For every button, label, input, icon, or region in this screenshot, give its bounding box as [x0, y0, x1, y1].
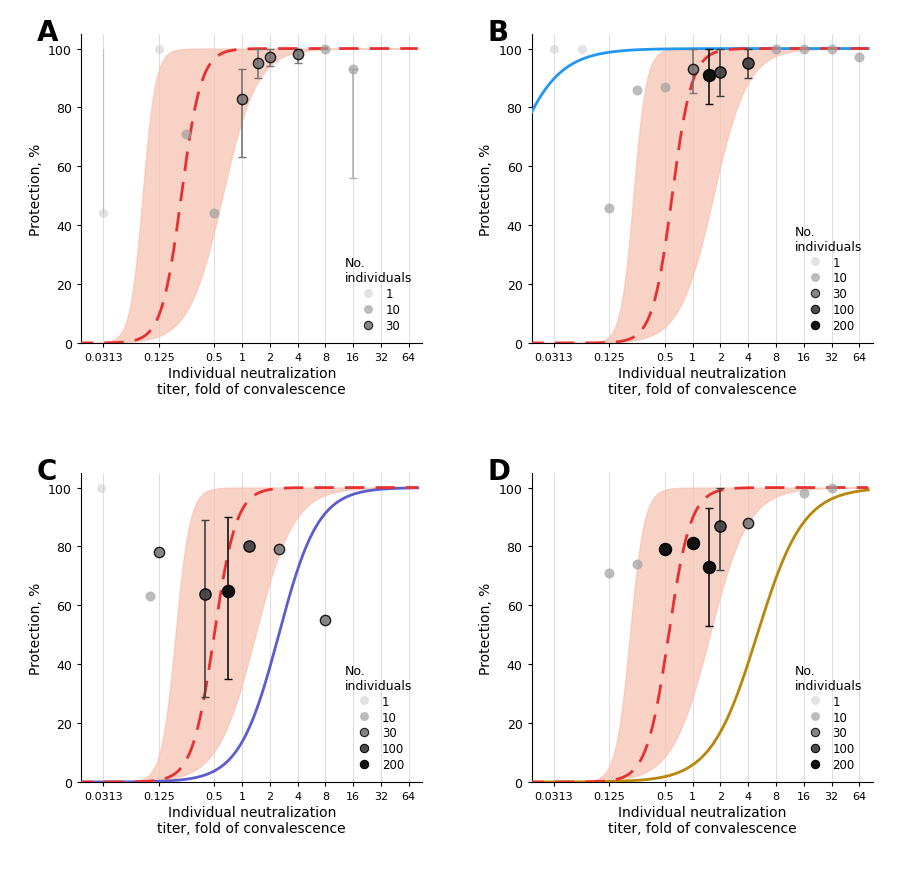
Point — [713, 66, 727, 80]
Legend: 1, 10, 30: 1, 10, 30 — [339, 253, 417, 338]
Point — [602, 567, 616, 580]
Point — [741, 516, 755, 530]
Point — [824, 43, 839, 56]
Point — [686, 63, 700, 77]
Point — [630, 558, 644, 572]
Text: A: A — [37, 19, 58, 47]
Point — [796, 43, 811, 56]
Legend: 1, 10, 30, 100, 200: 1, 10, 30, 100, 200 — [339, 660, 417, 776]
Point — [207, 207, 221, 221]
Point — [686, 537, 700, 551]
Point — [769, 43, 783, 56]
Y-axis label: Protection, %: Protection, % — [479, 143, 493, 235]
Point — [220, 584, 235, 598]
Point — [658, 543, 672, 557]
Point — [796, 487, 811, 501]
Y-axis label: Protection, %: Protection, % — [29, 143, 42, 235]
Point — [546, 43, 561, 56]
Text: B: B — [487, 19, 508, 47]
X-axis label: Individual neutralization
titer, fold of convalescence: Individual neutralization titer, fold of… — [608, 806, 796, 835]
Point — [658, 81, 672, 95]
Point — [94, 481, 109, 495]
Point — [741, 57, 755, 71]
Point — [96, 207, 111, 221]
Point — [602, 202, 616, 216]
Point — [291, 49, 305, 63]
Legend: 1, 10, 30, 100, 200: 1, 10, 30, 100, 200 — [790, 221, 867, 338]
Point — [179, 128, 194, 142]
Point — [346, 63, 360, 77]
Point — [574, 43, 589, 56]
Point — [151, 546, 166, 560]
Point — [151, 43, 166, 56]
Point — [263, 51, 277, 65]
Point — [713, 520, 727, 534]
Text: C: C — [37, 458, 57, 486]
Point — [630, 83, 644, 97]
Point — [702, 69, 716, 83]
Point — [319, 614, 333, 627]
X-axis label: Individual neutralization
titer, fold of convalescence: Individual neutralization titer, fold of… — [158, 806, 346, 835]
X-axis label: Individual neutralization
titer, fold of convalescence: Individual neutralization titer, fold of… — [608, 367, 796, 397]
Point — [702, 561, 716, 574]
Y-axis label: Protection, %: Protection, % — [479, 581, 493, 673]
Point — [142, 590, 157, 604]
Text: D: D — [487, 458, 510, 486]
Point — [319, 43, 333, 56]
Point — [198, 587, 212, 600]
Point — [235, 92, 249, 106]
Point — [852, 51, 867, 65]
Point — [272, 543, 286, 557]
Point — [251, 57, 266, 71]
Point — [824, 481, 839, 495]
Point — [242, 540, 256, 554]
Legend: 1, 10, 30, 100, 200: 1, 10, 30, 100, 200 — [790, 660, 867, 776]
Y-axis label: Protection, %: Protection, % — [29, 581, 42, 673]
X-axis label: Individual neutralization
titer, fold of convalescence: Individual neutralization titer, fold of… — [158, 367, 346, 397]
